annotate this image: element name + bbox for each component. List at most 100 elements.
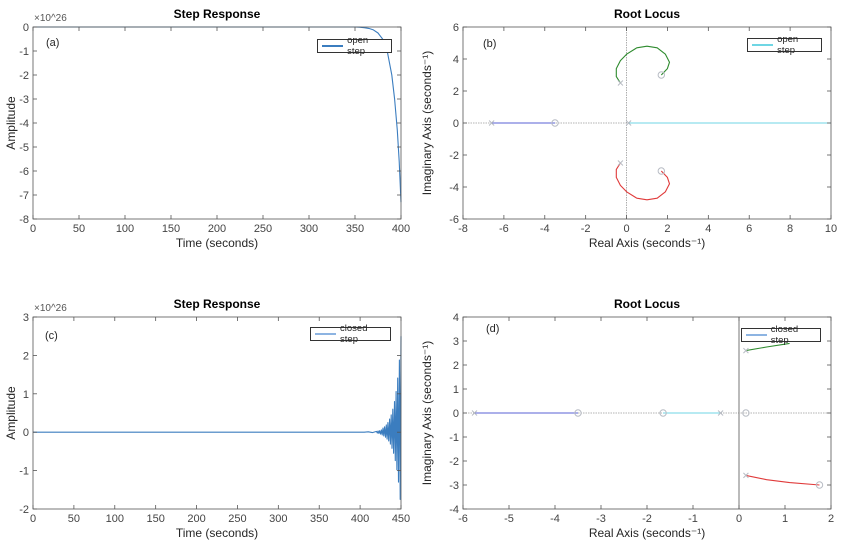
x-tick-label: 450 bbox=[392, 513, 410, 525]
x-tick-label: 400 bbox=[351, 513, 369, 525]
ylabel-d: Imaginary Axis (seconds⁻¹) bbox=[420, 340, 434, 486]
y-tick-label: 0 bbox=[453, 408, 459, 420]
title-c: Step Response bbox=[173, 297, 261, 311]
x-tick-label: 50 bbox=[73, 223, 85, 235]
x-tick-label: 200 bbox=[208, 223, 226, 235]
panel-label-c: (c) bbox=[45, 330, 58, 342]
y-tick-label: 0 bbox=[453, 118, 459, 130]
title-b: Root Locus bbox=[614, 7, 680, 21]
y-tick-label: 2 bbox=[453, 360, 459, 372]
pole-marker bbox=[717, 410, 724, 416]
y-tick-label: 0 bbox=[23, 22, 29, 34]
x-tick-label: -3 bbox=[596, 513, 606, 525]
x-tick-label: 50 bbox=[68, 513, 80, 525]
x-tick-label: 150 bbox=[146, 513, 164, 525]
y-tick-label: -4 bbox=[449, 182, 459, 194]
y-tick-label: -4 bbox=[449, 504, 459, 516]
series-line-step bbox=[33, 336, 402, 500]
ylabel-a: Amplitude bbox=[4, 96, 18, 150]
title-d: Root Locus bbox=[614, 297, 680, 311]
zero-marker bbox=[551, 119, 559, 127]
x-tick-label: 250 bbox=[254, 223, 272, 235]
series-line-red bbox=[615, 162, 671, 201]
x-tick-label: 150 bbox=[162, 223, 180, 235]
x-tick-label: -4 bbox=[540, 223, 550, 235]
pole-marker bbox=[488, 120, 495, 126]
ylabel-b: Imaginary Axis (seconds⁻¹) bbox=[420, 50, 434, 196]
y-tick-label: 2 bbox=[453, 86, 459, 98]
legend-swatch bbox=[322, 45, 344, 47]
pole-marker bbox=[471, 410, 478, 416]
series-line-green bbox=[615, 45, 671, 84]
zero-marker bbox=[657, 71, 666, 79]
axes-a: 0 50 100 150 200 250 300 350 400 -8 -7 -6 -5 -4 -3 -2 -1… bbox=[19, 22, 410, 235]
x-tick-label: 300 bbox=[300, 223, 318, 235]
series-line-red bbox=[745, 474, 820, 486]
y-tick-label: 3 bbox=[23, 312, 29, 324]
y-tick-label: -2 bbox=[19, 504, 29, 516]
y-tick-label: 2 bbox=[23, 350, 29, 362]
exponent-c: ×10^26 bbox=[34, 303, 67, 314]
x-tick-label: -2 bbox=[581, 223, 591, 235]
zero-marker bbox=[659, 409, 667, 417]
x-tick-label: 6 bbox=[746, 223, 752, 235]
y-tick-label: -3 bbox=[449, 480, 459, 492]
y-tick-label: -6 bbox=[19, 166, 29, 178]
x-tick-label: 2 bbox=[664, 223, 670, 235]
y-tick-label: 1 bbox=[453, 384, 459, 396]
y-tick-label: 3 bbox=[453, 336, 459, 348]
x-tick-label: 1 bbox=[782, 513, 788, 525]
x-tick-label: 100 bbox=[116, 223, 134, 235]
y-tick-label: -1 bbox=[19, 46, 29, 58]
panel-label-a: (a) bbox=[46, 37, 60, 49]
x-tick-label: 350 bbox=[310, 513, 328, 525]
legend-a[interactable]: open step bbox=[317, 35, 392, 57]
legend-swatch bbox=[315, 333, 337, 335]
x-tick-label: 100 bbox=[106, 513, 124, 525]
x-tick-label: 0 bbox=[30, 223, 36, 235]
pole-marker bbox=[743, 347, 749, 354]
xlabel-c: Time (seconds) bbox=[175, 526, 259, 540]
legend-d[interactable]: closed step bbox=[741, 324, 821, 346]
x-tick-label: -6 bbox=[458, 513, 468, 525]
axes-c: 0 50 100 150 200 250 300 350 400 450 -2 -1 0 1 2 3 bbox=[19, 312, 410, 525]
x-tick-label: -1 bbox=[688, 513, 698, 525]
x-tick-label: 350 bbox=[346, 223, 364, 235]
y-tick-label: -5 bbox=[19, 142, 29, 154]
pole-marker bbox=[617, 160, 624, 166]
xlabel-d: Real Axis (seconds⁻¹) bbox=[588, 526, 706, 540]
pole-marker bbox=[625, 120, 632, 126]
x-tick-label: 400 bbox=[392, 223, 410, 235]
legend-label: open step bbox=[347, 35, 369, 57]
y-tick-label: -2 bbox=[449, 456, 459, 468]
xlabel-b: Real Axis (seconds⁻¹) bbox=[588, 236, 706, 250]
x-tick-label: -2 bbox=[642, 513, 652, 525]
x-tick-label: 250 bbox=[228, 513, 246, 525]
y-tick-label: -8 bbox=[19, 214, 29, 226]
y-tick-label: 6 bbox=[453, 22, 459, 34]
x-tick-label: -6 bbox=[499, 223, 509, 235]
plot-area bbox=[33, 27, 401, 219]
pole-marker bbox=[617, 80, 624, 86]
y-tick-label: -4 bbox=[19, 118, 29, 130]
zero-marker bbox=[574, 409, 582, 417]
y-tick-label: -1 bbox=[19, 466, 29, 478]
y-tick-label: -6 bbox=[449, 214, 459, 226]
x-tick-label: 200 bbox=[187, 513, 205, 525]
x-tick-label: 0 bbox=[623, 223, 629, 235]
legend-swatch bbox=[752, 44, 774, 46]
legend-c[interactable]: closed step bbox=[310, 323, 391, 345]
pole-marker bbox=[743, 472, 749, 479]
axes-box bbox=[32, 316, 402, 510]
x-tick-label: 8 bbox=[787, 223, 793, 235]
x-tick-label: -5 bbox=[504, 513, 514, 525]
x-tick-label: 4 bbox=[705, 223, 711, 235]
series-line-green bbox=[745, 342, 790, 352]
zero-marker bbox=[657, 167, 666, 175]
legend-b[interactable]: open step bbox=[747, 34, 822, 56]
y-tick-label: 4 bbox=[453, 312, 459, 324]
y-tick-label: -7 bbox=[19, 190, 29, 202]
